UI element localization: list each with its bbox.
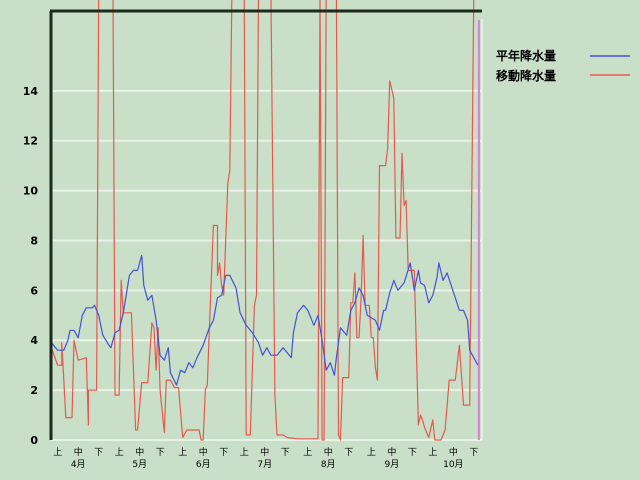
x-tick-dekad: 上 [178,447,187,458]
x-tick-dekad: 下 [344,448,353,458]
x-tick-dekad: 上 [53,447,62,458]
x-tick-dekad: 中 [135,446,144,458]
x-tick-dekad: 下 [469,448,478,458]
x-tick-dekad: 上 [115,447,124,458]
y-tick-label: 0 [30,434,38,447]
x-tick-dekad: 中 [387,446,396,458]
x-tick-dekad: 中 [199,446,208,458]
x-tick-month: 5月 [132,459,147,470]
legend-label-moving: 移動降水量 [496,68,556,83]
x-tick-month: 10月 [443,459,463,470]
x-tick-month: 6月 [196,459,211,470]
x-tick-month: 9月 [384,459,399,470]
x-axis-ticks: 上中下4月上中下5月上中下6月上中下7月上中下8月上中下9月上中下10月 [53,446,478,470]
x-tick-month: 4月 [71,459,86,470]
gridlines [51,89,482,441]
x-tick-dekad: 中 [449,446,458,458]
y-tick-label: 14 [23,85,39,98]
x-tick-dekad: 上 [303,447,312,458]
x-tick-month: 8月 [321,459,336,470]
y-tick-label: 8 [30,234,38,247]
plot-area [50,0,480,441]
x-tick-dekad: 上 [240,447,249,458]
y-tick-label: 2 [30,384,38,397]
y-tick-label: 4 [30,334,38,347]
series-line-normal-rainfall [51,254,479,386]
legend-label-normal: 平年降水量 [496,48,556,63]
series-line-moving-rainfall [50,0,475,441]
x-tick-dekad: 中 [324,446,333,458]
x-tick-dekad: 下 [94,448,103,458]
y-tick-label: 10 [23,185,39,198]
x-tick-dekad: 中 [74,446,83,458]
y-tick-label: 12 [23,135,38,148]
x-tick-dekad: 中 [260,446,269,458]
x-tick-dekad: 上 [428,447,437,458]
x-tick-dekad: 下 [408,448,417,458]
y-axis-ticks: 0 2 4 6 8 10 12 14 [23,85,39,447]
legend: 平年降水量 移動降水量 [496,48,630,83]
x-tick-month: 7月 [257,459,272,470]
x-tick-dekad: 下 [281,448,290,458]
x-tick-dekad: 下 [156,448,165,458]
x-tick-dekad: 下 [219,448,228,458]
x-tick-dekad: 上 [367,447,376,458]
y-tick-label: 6 [30,284,38,297]
